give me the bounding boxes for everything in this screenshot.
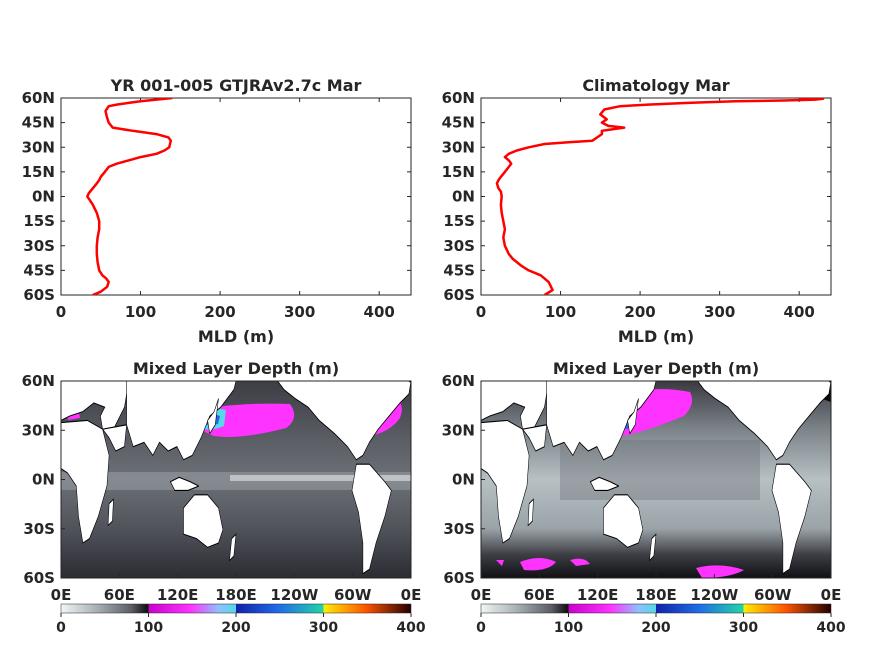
x-tick-label: 0 — [476, 303, 486, 321]
y-tick-label: 45N — [442, 114, 475, 132]
y-tick-label: 15S — [443, 212, 475, 230]
panel-1-axes-box — [60, 97, 412, 296]
lat-tick-label: 30S — [23, 520, 55, 538]
lat-tick-label: 60S — [23, 569, 55, 587]
colorbar-tick-label: 200 — [641, 620, 670, 636]
lon-tick-label: 0E — [821, 586, 842, 604]
y-tick-label: 15N — [442, 163, 475, 181]
lat-tick-label: 60N — [442, 372, 475, 390]
map-panel-1: Mixed Layer Depth (m) 0E 60E 120E 180E 120W 6… — [22, 359, 426, 636]
x-tick-label: 0 — [56, 303, 66, 321]
x-tick-label: 100 — [545, 303, 576, 321]
colorbar-tick-label: 300 — [309, 620, 338, 636]
y-tick-label: 60N — [22, 89, 55, 107]
lat-tick-label: 60N — [22, 372, 55, 390]
y-tick-label: 60N — [442, 89, 475, 107]
y-tick-label: 15N — [22, 163, 55, 181]
x-tick-label: 200 — [204, 303, 235, 321]
y-tick-label: 30S — [23, 237, 55, 255]
y-tick-label: 60S — [443, 286, 475, 304]
colorbar-tick-label: 0 — [476, 620, 486, 636]
panel-1-xlabel: MLD (m) — [198, 327, 274, 346]
y-tick-label: 45S — [443, 261, 475, 279]
lon-tick-label: 60E — [104, 586, 135, 604]
map-1-colorbar-ticks: 0 100 200 300 400 — [56, 613, 426, 636]
panel-1-series-line — [86, 98, 173, 295]
lon-tick-label: 180E — [215, 586, 257, 604]
y-tick-label: 45N — [22, 114, 55, 132]
map-1-colorbar — [60, 603, 412, 614]
lon-tick-label: 0E — [401, 586, 422, 604]
colorbar-tick-label: 400 — [396, 620, 425, 636]
map-panel-2: Mixed Layer Depth (m) 0E 60E 120E 180E 120W 6… — [442, 359, 846, 636]
lat-tick-label: 0N — [32, 471, 55, 489]
panel-2-title: Climatology Mar — [582, 76, 729, 95]
y-tick-label: 30S — [443, 237, 475, 255]
lon-tick-label: 60W — [334, 586, 372, 604]
y-tick-label: 60S — [23, 286, 55, 304]
map-2-colorbar-ticks: 0 100 200 300 400 — [476, 613, 846, 636]
lon-tick-label: 120W — [690, 586, 738, 604]
map-2-title: Mixed Layer Depth (m) — [553, 359, 759, 378]
panel-2-axes-box — [480, 97, 832, 296]
lat-tick-label: 60S — [443, 569, 475, 587]
x-tick-label: 200 — [624, 303, 655, 321]
lon-tick-label: 0E — [471, 586, 492, 604]
map-2-colorbar — [480, 603, 832, 614]
colorbar-tick-label: 300 — [729, 620, 758, 636]
y-tick-label: 15S — [23, 212, 55, 230]
x-tick-label: 100 — [125, 303, 156, 321]
lat-tick-label: 30S — [443, 520, 475, 538]
map-1-title: Mixed Layer Depth (m) — [133, 359, 339, 378]
profile-panel-1: YR 001-005 GTJRAv2.7c Mar 0 100 200 300 400 6… — [22, 76, 412, 346]
colorbar-tick-label: 200 — [221, 620, 250, 636]
lon-tick-label: 60W — [754, 586, 792, 604]
panel-1-title: YR 001-005 GTJRAv2.7c Mar — [110, 76, 362, 95]
y-tick-label: 30N — [22, 138, 55, 156]
y-tick-label: 30N — [442, 138, 475, 156]
lat-tick-label: 30N — [22, 421, 55, 439]
panel-2-xlabel: MLD (m) — [618, 327, 694, 346]
x-tick-label: 400 — [364, 303, 395, 321]
map-1-field — [61, 381, 411, 578]
lon-tick-label: 120E — [577, 586, 619, 604]
panel-2-ticks: 0 100 200 300 400 60S 45S 30S 15S 0N 15N 30N 45N 60N — [442, 89, 831, 321]
x-tick-label: 400 — [784, 303, 815, 321]
lat-tick-label: 0N — [452, 471, 475, 489]
x-tick-label: 300 — [284, 303, 315, 321]
profile-panel-2: Climatology Mar 0 100 200 300 400 60S 45S 30S 15… — [442, 76, 832, 346]
lon-tick-label: 120W — [270, 586, 318, 604]
colorbar-tick-label: 100 — [134, 620, 163, 636]
colorbar-tick-label: 100 — [554, 620, 583, 636]
map-2-field — [481, 381, 831, 578]
panel-1-ticks: 0 100 200 300 400 60S 45S 30S 15S 0N 15N 30N 45N 60N — [22, 89, 411, 321]
lat-tick-label: 30N — [442, 421, 475, 439]
panel-2-series-line — [495, 98, 825, 295]
colorbar-tick-label: 0 — [56, 620, 66, 636]
lon-tick-label: 120E — [157, 586, 199, 604]
y-tick-label: 0N — [32, 188, 55, 206]
colorbar-tick-label: 400 — [816, 620, 845, 636]
y-tick-label: 0N — [452, 188, 475, 206]
x-tick-label: 300 — [704, 303, 735, 321]
lon-tick-label: 0E — [51, 586, 72, 604]
lon-tick-label: 60E — [524, 586, 555, 604]
lon-tick-label: 180E — [635, 586, 677, 604]
y-tick-label: 45S — [23, 261, 55, 279]
